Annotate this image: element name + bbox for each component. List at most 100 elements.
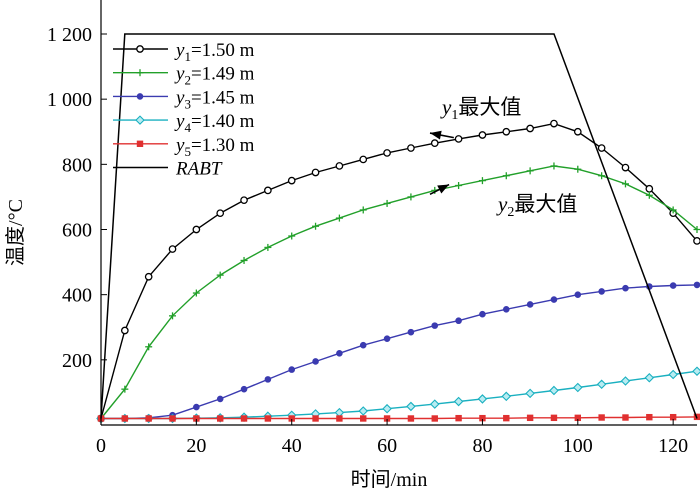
data-point xyxy=(407,328,415,336)
y-tick-label: 200 xyxy=(62,350,92,372)
series-5 xyxy=(97,413,700,422)
data-point xyxy=(621,163,630,172)
y-tick-label: 800 xyxy=(62,154,92,176)
data-point xyxy=(644,372,655,383)
data-point xyxy=(597,144,606,152)
data-point xyxy=(645,191,653,199)
data-point xyxy=(336,350,343,357)
data-point xyxy=(549,385,559,396)
data-point xyxy=(620,376,631,386)
legend-label: RABT xyxy=(175,159,223,180)
x-tick-label: 20 xyxy=(186,435,206,457)
legend-label: y4=1.40 m xyxy=(174,111,255,135)
data-point xyxy=(144,272,153,281)
data-point xyxy=(240,415,248,422)
data-point xyxy=(336,415,343,422)
data-point xyxy=(193,403,200,411)
x-tick-label: 60 xyxy=(377,435,397,457)
series-6 xyxy=(100,33,698,419)
legend-entry: y3=1.45 m xyxy=(113,87,255,111)
data-point xyxy=(622,414,629,421)
data-point xyxy=(407,415,415,422)
series-line xyxy=(101,370,698,420)
data-point xyxy=(216,209,225,218)
data-point xyxy=(645,184,654,193)
data-point xyxy=(455,414,462,422)
series-line xyxy=(100,33,698,419)
x-tick-label: 120 xyxy=(658,435,688,457)
x-tick-label: 0 xyxy=(96,435,106,457)
y-tick-label: 1 000 xyxy=(47,89,92,111)
data-point xyxy=(669,282,677,289)
series-1 xyxy=(97,119,700,423)
legend-entry: RABT xyxy=(113,159,223,180)
data-point xyxy=(169,312,177,320)
data-point xyxy=(526,167,534,175)
data-point xyxy=(574,165,582,173)
data-point xyxy=(264,376,272,383)
legend-entry: y2=1.49 m xyxy=(113,64,255,88)
annotation-2: y2最大值 xyxy=(429,183,577,220)
data-point xyxy=(453,396,464,407)
data-point xyxy=(693,226,700,233)
data-point xyxy=(264,415,272,422)
data-point xyxy=(598,288,605,295)
series-4 xyxy=(96,366,700,424)
x-axis-title: 时间/min xyxy=(351,468,428,491)
data-point xyxy=(692,366,700,377)
data-point xyxy=(431,322,439,329)
axes: 0 20 40 60 80 100 120 200 400 600 800 1 000 1 200 xyxy=(47,0,697,457)
data-point xyxy=(502,172,510,180)
data-point xyxy=(216,415,224,422)
data-point xyxy=(216,271,224,279)
legend-label: y3=1.45 m xyxy=(174,87,255,111)
y-tick-label: 400 xyxy=(62,285,92,307)
data-point xyxy=(430,139,439,148)
data-point xyxy=(135,115,145,125)
data-point xyxy=(407,144,415,152)
data-point xyxy=(359,155,368,164)
data-point xyxy=(525,388,535,399)
data-point xyxy=(693,237,700,245)
data-point xyxy=(455,317,462,325)
x-tick-label: 80 xyxy=(472,435,492,457)
x-tick-label: 40 xyxy=(282,435,302,457)
data-point xyxy=(311,168,320,177)
data-point xyxy=(479,310,486,318)
data-point xyxy=(192,289,200,297)
data-point xyxy=(455,182,463,190)
legend-label: y5=1.30 m xyxy=(174,135,255,159)
data-point xyxy=(502,306,510,313)
data-point xyxy=(264,243,272,251)
legend-label: y2=1.49 m xyxy=(174,64,255,88)
data-point xyxy=(477,394,488,404)
data-point xyxy=(312,222,320,230)
data-point xyxy=(407,193,415,201)
data-point xyxy=(550,414,558,422)
series-line xyxy=(101,416,698,420)
data-point xyxy=(502,127,511,136)
data-point xyxy=(526,301,534,308)
legend-entry: y4=1.40 m xyxy=(113,111,255,135)
series-line xyxy=(100,122,698,419)
annotation-label: y2最大值 xyxy=(496,192,577,220)
data-point xyxy=(358,406,369,416)
data-point xyxy=(478,131,487,139)
plot-area xyxy=(96,33,700,424)
series-3 xyxy=(97,281,700,422)
data-point xyxy=(145,343,153,351)
series-line xyxy=(100,165,698,419)
data-point xyxy=(136,69,144,77)
data-point xyxy=(169,415,176,422)
data-point xyxy=(550,119,558,128)
data-point xyxy=(120,326,129,335)
data-point xyxy=(668,369,678,380)
data-point xyxy=(598,414,605,421)
data-point xyxy=(669,206,677,214)
data-point xyxy=(240,256,248,264)
legend: y1=1.50 my2=1.49 my3=1.45 my4=1.40 my5=1… xyxy=(113,40,255,180)
data-point xyxy=(288,232,296,240)
data-point xyxy=(383,199,391,207)
data-point xyxy=(503,414,510,422)
data-point xyxy=(192,225,201,234)
